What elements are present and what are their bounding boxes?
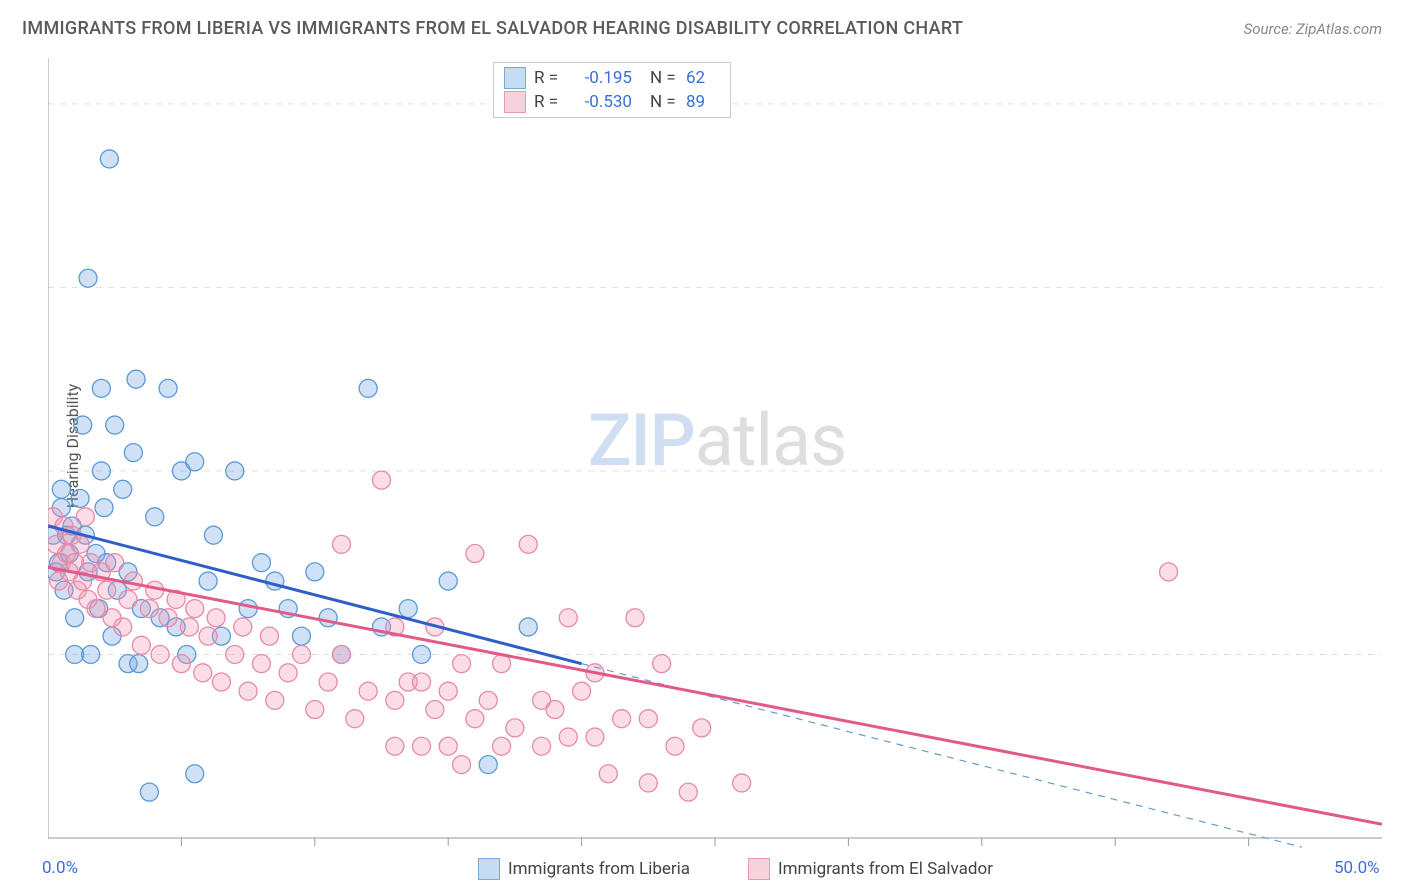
r-value: -0.195 bbox=[570, 68, 632, 88]
series-swatch bbox=[504, 91, 526, 113]
n-label: N = bbox=[650, 92, 678, 112]
r-label: R = bbox=[534, 92, 562, 112]
chart-title: IMMIGRANTS FROM LIBERIA VS IMMIGRANTS FR… bbox=[22, 18, 963, 39]
series-swatch bbox=[504, 67, 526, 89]
source-attribution: Source: ZipAtlas.com bbox=[1244, 20, 1382, 38]
x-tick-label: 50.0% bbox=[1334, 858, 1380, 878]
legend-label: Immigrants from El Salvador bbox=[778, 859, 993, 879]
correlation-stats-box: R = -0.195 N = 62 R = -0.530 N = 89 bbox=[493, 62, 731, 118]
legend-label: Immigrants from Liberia bbox=[508, 859, 690, 879]
scatter-chart bbox=[48, 58, 1382, 888]
stats-row: R = -0.530 N = 89 bbox=[504, 91, 720, 113]
n-value: 89 bbox=[686, 92, 720, 112]
legend-item: Immigrants from El Salvador bbox=[748, 858, 993, 880]
n-value: 62 bbox=[686, 68, 720, 88]
x-tick-label: 0.0% bbox=[42, 858, 78, 878]
legend-swatch bbox=[478, 858, 500, 880]
legend-item: Immigrants from Liberia bbox=[478, 858, 690, 880]
chart-area: ZIPatlas R =-0.195N =62R =-0.530N =89 Im… bbox=[48, 58, 1382, 838]
legend-swatch bbox=[748, 858, 770, 880]
stats-row: R = -0.195 N = 62 bbox=[504, 67, 720, 89]
n-label: N = bbox=[650, 68, 678, 88]
r-value: -0.530 bbox=[570, 92, 632, 112]
r-label: R = bbox=[534, 68, 562, 88]
